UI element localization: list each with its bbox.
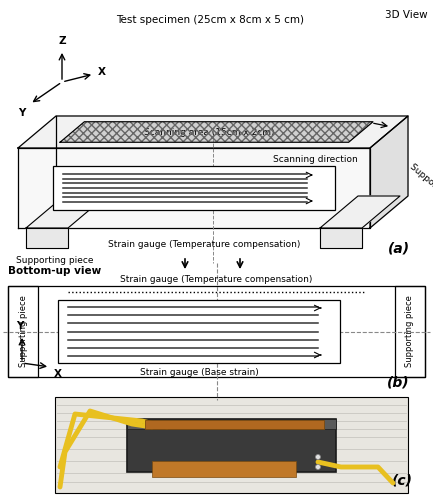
Text: (c): (c) <box>392 474 413 488</box>
Polygon shape <box>26 196 106 228</box>
Circle shape <box>316 454 320 460</box>
Bar <box>55 397 408 493</box>
Polygon shape <box>60 122 373 142</box>
Bar <box>127 419 336 429</box>
Circle shape <box>316 464 320 469</box>
Bar <box>127 419 336 472</box>
Polygon shape <box>18 148 370 228</box>
Text: Z: Z <box>58 36 66 46</box>
Text: Y: Y <box>19 108 26 118</box>
Polygon shape <box>320 196 400 228</box>
Text: X: X <box>98 67 106 77</box>
Text: 3D View: 3D View <box>385 10 428 20</box>
Polygon shape <box>18 116 408 148</box>
Bar <box>8 286 38 377</box>
Bar <box>395 286 425 377</box>
Bar <box>152 461 296 477</box>
Text: Supporting piece: Supporting piece <box>19 296 28 368</box>
Text: Test specimen (25cm x 8cm x 5 cm): Test specimen (25cm x 8cm x 5 cm) <box>116 15 304 25</box>
Polygon shape <box>26 228 68 248</box>
Text: Supporting piece: Supporting piece <box>405 296 414 368</box>
Polygon shape <box>320 228 362 248</box>
Text: Strain gauge (Temperature compensation): Strain gauge (Temperature compensation) <box>120 275 313 284</box>
Bar <box>58 300 340 363</box>
Text: Scanning area (15cm x 2cm): Scanning area (15cm x 2cm) <box>144 128 275 137</box>
Text: Strain gauge (Base strain): Strain gauge (Base strain) <box>139 368 259 377</box>
Text: Bottom-up view: Bottom-up view <box>8 266 101 276</box>
Bar <box>145 420 324 429</box>
Text: Y: Y <box>16 321 24 331</box>
Text: Supporting piece: Supporting piece <box>16 256 94 265</box>
Text: (a): (a) <box>388 241 410 255</box>
Text: Strain gauge (Temperature compensation): Strain gauge (Temperature compensation) <box>108 240 300 249</box>
Text: (b): (b) <box>388 376 410 390</box>
Text: Scanning direction: Scanning direction <box>273 155 358 164</box>
Bar <box>8 286 425 377</box>
Text: X: X <box>54 369 62 379</box>
Text: Supporting piece: Supporting piece <box>408 162 433 220</box>
Polygon shape <box>370 116 408 228</box>
Bar <box>53 166 335 210</box>
